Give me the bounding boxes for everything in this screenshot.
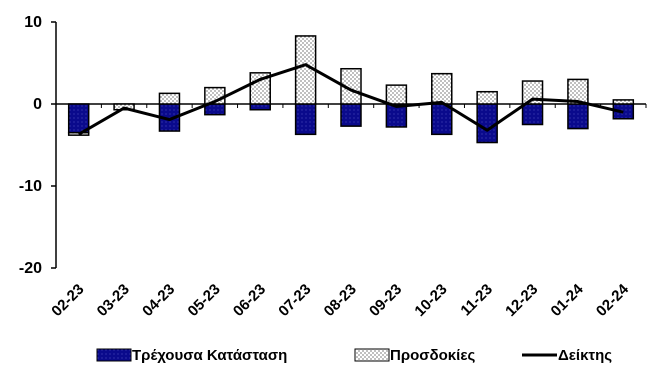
x-tick-label: 04-23 xyxy=(139,281,178,320)
y-tick-label: 0 xyxy=(33,96,42,113)
legend-label-expectations: Προσδοκίες xyxy=(390,347,475,364)
x-tick-label: 10-23 xyxy=(411,281,450,320)
bar-current xyxy=(294,103,317,136)
index-line-path xyxy=(77,63,624,136)
bar-expectations xyxy=(612,99,635,105)
legend-swatch-current xyxy=(96,348,132,362)
x-tick-label: 03-23 xyxy=(94,281,133,320)
legend: Τρέχουσα Κατάσταση Προσδοκίες Δείκτης xyxy=(96,347,612,364)
bar-current xyxy=(476,103,498,144)
bar-current xyxy=(431,103,453,136)
legend-swatch-expectations xyxy=(354,348,390,362)
x-tick-label: 11-23 xyxy=(457,281,496,320)
bar-current xyxy=(249,103,271,111)
x-tick-label: 08-23 xyxy=(321,281,360,320)
bar-expectations xyxy=(340,67,362,105)
index-line xyxy=(77,63,624,136)
x-tick-label: 06-23 xyxy=(230,281,269,320)
y-tick-labels: 10 0 -10 -20 xyxy=(19,14,42,277)
bar-current xyxy=(340,103,362,127)
x-tick-labels: 02-23 03-23 04-23 05-23 06-23 07-23 08-23 09-23… xyxy=(48,280,632,320)
bar-expectations xyxy=(567,78,589,105)
bar-current xyxy=(521,103,544,126)
y-tick-label: -20 xyxy=(19,260,42,277)
bar-expectations xyxy=(431,72,453,105)
axes xyxy=(51,21,647,269)
bar-current xyxy=(567,103,589,130)
bar-expectations xyxy=(385,84,408,105)
bar-expectations xyxy=(158,92,181,105)
legend-label-index: Δείκτης xyxy=(558,347,612,364)
bar-expectations xyxy=(476,90,498,105)
bar-current xyxy=(67,103,90,134)
x-tick-label: 05-23 xyxy=(185,281,224,320)
y-tick-label: 10 xyxy=(24,14,42,31)
legend-label-current: Τρέχουσα Κατάσταση xyxy=(132,347,287,364)
x-tick-label: 09-23 xyxy=(366,281,405,320)
x-tick-label: 01-24 xyxy=(548,280,588,320)
x-tick-label: 07-23 xyxy=(275,281,314,320)
x-tick-label: 02-23 xyxy=(48,281,87,320)
x-tick-label: 12-23 xyxy=(502,281,541,320)
y-tick-label: -10 xyxy=(19,178,42,195)
x-tick-label: 02-24 xyxy=(593,280,633,320)
